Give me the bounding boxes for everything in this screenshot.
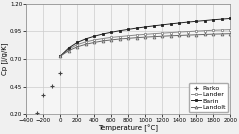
- Landolt: [212, 33, 215, 35]
- Lander: [178, 31, 181, 33]
- Lander: [127, 35, 130, 37]
- Landolt: [229, 33, 232, 34]
- Barin: [169, 23, 172, 25]
- Lander: [220, 29, 223, 31]
- Line: Landolt: Landolt: [59, 32, 232, 57]
- Barin: [76, 42, 79, 43]
- Barin: [212, 19, 215, 21]
- Legend: Parko, Lander, Barin, Landolt: Parko, Lander, Barin, Landolt: [189, 83, 228, 112]
- Barin: [144, 26, 147, 28]
- Landolt: [59, 55, 62, 57]
- Lander: [101, 38, 104, 39]
- Barin: [127, 29, 130, 30]
- X-axis label: Temperature [°C]: Temperature [°C]: [98, 125, 158, 132]
- Barin: [67, 47, 70, 49]
- Barin: [135, 27, 138, 29]
- Lander: [110, 37, 113, 38]
- Lander: [76, 44, 79, 45]
- Barin: [229, 18, 232, 19]
- Barin: [118, 30, 121, 31]
- Parko: [42, 94, 45, 96]
- Barin: [84, 38, 87, 40]
- Barin: [152, 25, 155, 27]
- Parko: [50, 85, 53, 87]
- Barin: [93, 35, 96, 37]
- Landolt: [84, 44, 87, 45]
- Landolt: [101, 40, 104, 42]
- Barin: [178, 22, 181, 24]
- Landolt: [110, 39, 113, 41]
- Lander: [67, 48, 70, 50]
- Landolt: [169, 35, 172, 37]
- Landolt: [135, 37, 138, 38]
- Parko: [36, 112, 38, 113]
- Line: Parko: Parko: [35, 71, 63, 115]
- Landolt: [118, 38, 121, 40]
- Barin: [110, 31, 113, 33]
- Landolt: [161, 35, 164, 37]
- Landolt: [93, 42, 96, 43]
- Landolt: [186, 34, 189, 36]
- Lander: [152, 33, 155, 34]
- Lander: [59, 55, 62, 57]
- Landolt: [152, 36, 155, 38]
- Landolt: [220, 33, 223, 35]
- Barin: [195, 21, 198, 22]
- Landolt: [144, 36, 147, 38]
- Line: Barin: Barin: [59, 17, 232, 57]
- Lander: [144, 34, 147, 35]
- Barin: [203, 20, 206, 21]
- Barin: [220, 18, 223, 20]
- Parko: [59, 72, 62, 74]
- Lander: [203, 30, 206, 31]
- Lander: [186, 31, 189, 32]
- Barin: [101, 33, 104, 35]
- Line: Lander: Lander: [59, 28, 232, 57]
- Lander: [212, 29, 215, 31]
- Landolt: [67, 50, 70, 51]
- Landolt: [203, 34, 206, 35]
- Lander: [93, 39, 96, 41]
- Landolt: [76, 46, 79, 48]
- Lander: [169, 32, 172, 33]
- Barin: [161, 24, 164, 26]
- Lander: [135, 34, 138, 36]
- Lander: [195, 30, 198, 32]
- Y-axis label: Cp [J/g/K]: Cp [J/g/K]: [2, 43, 9, 75]
- Barin: [186, 21, 189, 23]
- Landolt: [178, 35, 181, 36]
- Lander: [161, 32, 164, 34]
- Lander: [118, 36, 121, 37]
- Landolt: [127, 38, 130, 39]
- Lander: [84, 41, 87, 43]
- Landolt: [195, 34, 198, 36]
- Lander: [229, 29, 232, 30]
- Barin: [59, 55, 62, 57]
